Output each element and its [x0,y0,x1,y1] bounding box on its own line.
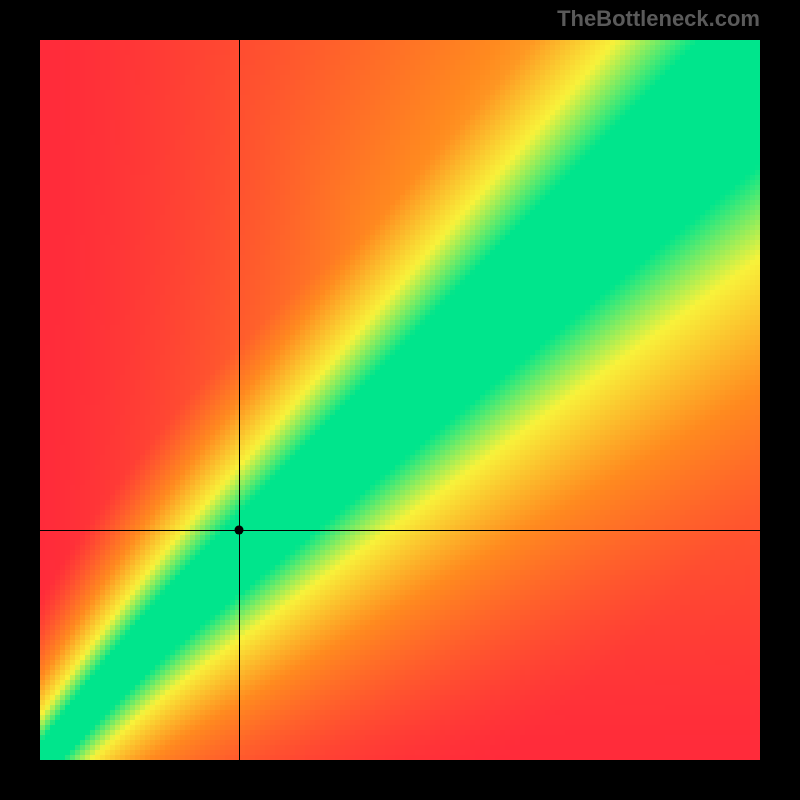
attribution-label: TheBottleneck.com [557,6,760,32]
heatmap-canvas [40,40,760,760]
heatmap-area [40,40,760,760]
chart-container: TheBottleneck.com [0,0,800,800]
